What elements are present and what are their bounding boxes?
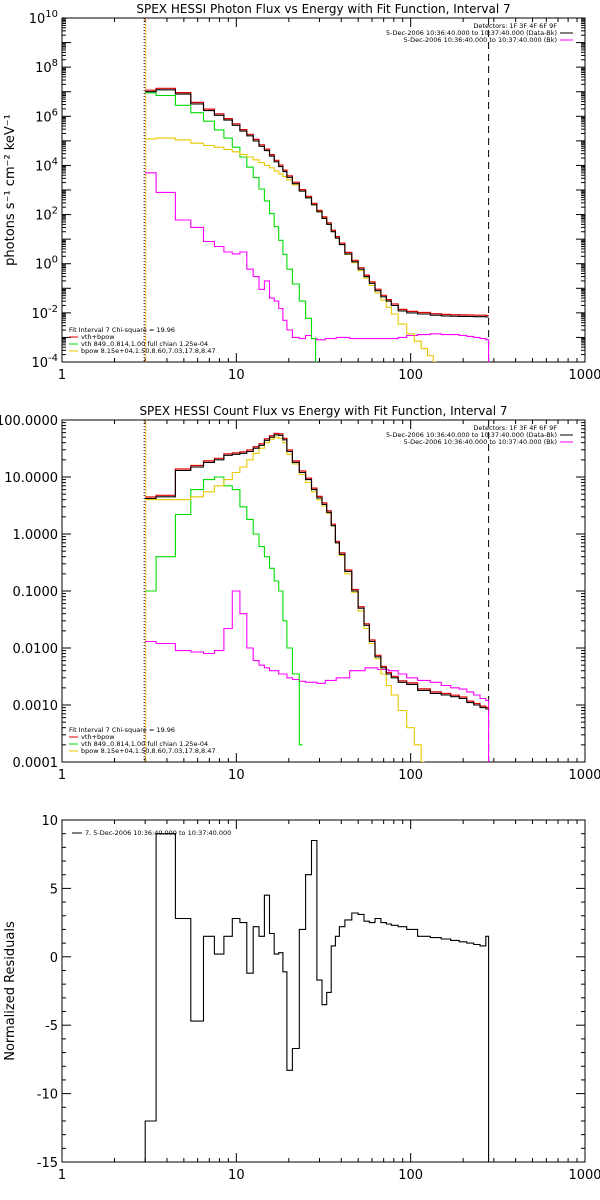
y-tick-label-base: 10	[35, 258, 52, 273]
y-tick-label-base: 10	[31, 356, 48, 371]
legend-right-line: Detectors: 1F 3F 4F 6F 9F	[473, 22, 557, 30]
legend-left-header: Fit Interval 7 Chi-square = 19.96	[69, 326, 175, 334]
legend-left-entry: bpow 8.15e+04,1.50,8.60,7.03,17.8,8.47	[81, 747, 216, 755]
y-tick-label: -15	[37, 1156, 58, 1171]
x-tick-label: 1	[58, 768, 66, 783]
series-power-law	[145, 137, 437, 362]
y-tick-label: 106	[35, 107, 58, 125]
y-tick-label: 0.1000	[13, 585, 59, 600]
y-tick-label-base: 10	[29, 12, 46, 27]
plot-frame	[61, 819, 586, 1163]
y-tick-label-exp: 8	[52, 58, 58, 69]
y-tick-label: 1010	[29, 9, 58, 27]
y-tick-label: 10-4	[31, 353, 58, 371]
y-tick-label-base: 10	[35, 61, 52, 76]
series-data	[145, 434, 489, 710]
y-tick-label: 0	[50, 951, 58, 966]
y-tick-label: 0.0010	[13, 699, 59, 714]
chart-title: SPEX HESSI Photon Flux vs Energy with Fi…	[136, 2, 510, 16]
y-tick-label: 108	[35, 58, 58, 76]
series-background-sub	[145, 590, 490, 762]
y-tick-label: 1.0000	[13, 528, 59, 543]
y-tick-label: 104	[35, 156, 58, 174]
y-tick-label: 10-2	[31, 304, 58, 322]
y-tick-label-exp: 2	[52, 206, 58, 217]
series-thermal	[145, 92, 317, 362]
y-tick-label: 0.0001	[13, 756, 59, 771]
x-tick-label: 10	[228, 368, 245, 383]
y-tick-label-exp: 6	[52, 107, 58, 118]
legend-left-header: Fit Interval 7 Chi-square = 19.96	[69, 726, 175, 734]
y-tick-label: 5	[50, 882, 58, 897]
series-data	[144, 833, 490, 1162]
y-tick-label-base: 10	[35, 209, 52, 224]
plot-frame	[61, 17, 586, 363]
y-tick-label-base: 10	[31, 307, 48, 322]
chart-panel-3: 1 10 100 1000 -15 -10 -5 0 5 10 Normalized Residua…	[3, 814, 600, 1183]
y-tick-label: -5	[45, 1019, 58, 1034]
legend-right-line: 5-Dec-2006 10:36:40.000 to 10:37:40.000 …	[404, 438, 557, 446]
series-total-fit	[145, 87, 489, 317]
x-tick-label: 10	[228, 768, 245, 783]
legend-right-line: 5-Dec-2006 10:36:40.000 to 10:37:40.000 …	[386, 29, 557, 37]
y-tick-label-exp: 0	[52, 255, 58, 266]
legend-left-entry: bpow 8.15e+04,1.50,8.60,7.03,17.8,8.47	[81, 347, 216, 355]
legend-right-line: 5-Dec-2006 10:36:40.000 to 10:37:40.000 …	[404, 36, 557, 44]
x-tick-label: 100	[398, 768, 423, 783]
x-tick-label: 1000	[568, 1168, 600, 1183]
legend-left-entry: vth 849.,0.814,1.00 full chian 1.25e-04	[81, 340, 208, 348]
y-tick-label: 100	[35, 255, 58, 273]
x-tick-label: 1	[58, 1168, 66, 1183]
y-tick-label: 0.0100	[13, 642, 59, 657]
series-background-sub	[145, 172, 490, 362]
y-tick-label-exp: 4	[52, 156, 58, 167]
x-tick-label: 100	[398, 368, 423, 383]
y-tick-label-base: 10	[35, 110, 52, 125]
y-tick-label-exp: -4	[48, 353, 58, 364]
series-power-law	[145, 436, 425, 762]
x-tick-label: 100	[398, 1168, 423, 1183]
y-tick-label-base: 10	[35, 159, 52, 174]
legend-left-entry: vth 849.,0.814,1.00 full chian 1.25e-04	[81, 740, 208, 748]
y-tick-label: -10	[37, 1088, 58, 1103]
x-tick-label: 10	[228, 1168, 245, 1183]
y-tick-label: 10	[41, 814, 58, 829]
y-tick-label: 100.0000	[0, 414, 58, 429]
plot-frame	[61, 419, 586, 763]
series-data	[145, 89, 489, 318]
chart-title: SPEX HESSI Count Flux vs Energy with Fit…	[139, 404, 507, 418]
legend-right-line: Detectors: 1F 3F 4F 6F 9F	[473, 424, 557, 432]
legend-left-entry: vth+bpow	[81, 333, 115, 341]
legend-right-line: 5-Dec-2006 10:36:40.000 to 10:37:40.000 …	[386, 431, 557, 439]
legend-left-entry: vth+bpow	[81, 733, 115, 741]
series-total-fit	[145, 432, 489, 709]
y-tick-label-exp: 10	[45, 9, 58, 20]
x-tick-label: 1	[58, 368, 66, 383]
y-axis-label: Normalized Residuals	[3, 921, 18, 1061]
legend-left-entry: 7. 5-Dec-2006 10:36:40.000 to 10:37:40.0…	[85, 829, 231, 837]
chart-panel-1: SPEX HESSI Photon Flux vs Energy with Fi…	[3, 2, 600, 383]
x-tick-label: 1000	[568, 368, 600, 383]
y-tick-label-exp: -2	[48, 304, 58, 315]
series-thermal	[145, 476, 303, 746]
chart-panel-2: SPEX HESSI Count Flux vs Energy with Fit…	[0, 404, 600, 783]
x-tick-label: 1000	[568, 768, 600, 783]
y-tick-label: 102	[35, 206, 58, 224]
y-axis-label: photons s⁻¹ cm⁻² keV⁻¹	[3, 114, 18, 266]
y-tick-label: 10.0000	[4, 471, 58, 486]
